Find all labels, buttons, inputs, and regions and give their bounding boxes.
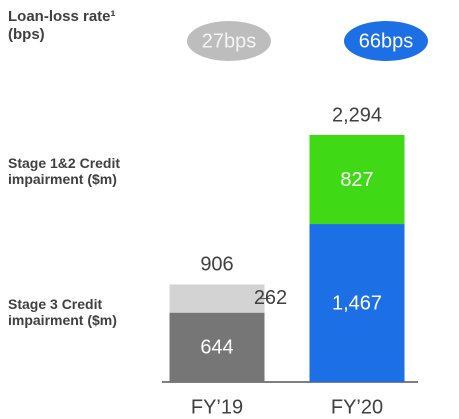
- series-label: Stage 3 Credit impairment ($m): [8, 296, 117, 328]
- bar-segment: [169, 312, 265, 382]
- rate-label: 66bps: [359, 30, 414, 52]
- bar-segment: [169, 284, 265, 313]
- value-label: 644: [200, 337, 233, 359]
- total-label: 2,294: [332, 104, 382, 126]
- value-label: 827: [340, 169, 373, 191]
- series-label: Stage 1&2 Credit impairment ($m): [8, 155, 121, 187]
- x-tick-label: FY’19: [191, 396, 243, 418]
- rate-pill: [344, 21, 428, 61]
- rate-pill: [187, 21, 271, 61]
- rate-title: Loan-loss rate¹ (bps): [8, 8, 116, 43]
- bar-segment: [309, 135, 405, 225]
- rate-label: 27bps: [202, 30, 257, 52]
- value-label: 1,467: [332, 292, 382, 314]
- bar-segment: [309, 224, 405, 382]
- x-tick-label: FY’20: [331, 396, 383, 418]
- value-label: 262: [254, 287, 287, 309]
- total-label: 906: [200, 254, 233, 276]
